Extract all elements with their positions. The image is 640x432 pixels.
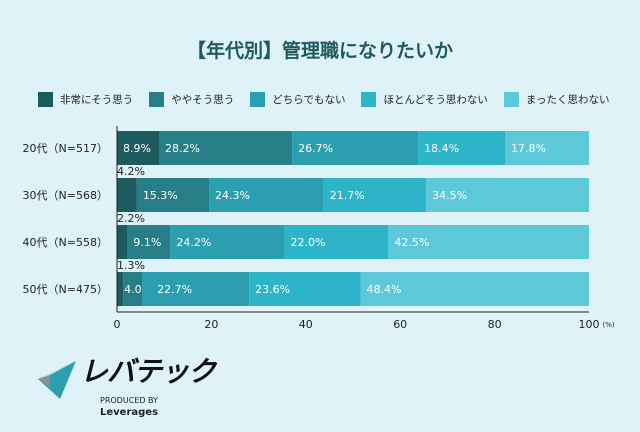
category-label: 30代（N=568） (23, 189, 108, 202)
data-label: 8.9% (123, 142, 151, 155)
data-label: 21.7% (330, 189, 365, 202)
bar-segment (117, 272, 124, 306)
data-label: 26.7% (298, 142, 333, 155)
legend-swatch (361, 92, 377, 107)
bar-segment (388, 225, 589, 259)
data-label: 22.0% (291, 236, 326, 249)
stacked-bar-chart: 20代（N=517） 8.9% 28.2% 26.7% 18.4% 17.8% 30代（N=… (23, 126, 615, 331)
logo-brand: レバテック (80, 355, 216, 388)
legend-item: ほとんどそう思わない (361, 92, 488, 107)
bar-segment (360, 272, 589, 306)
bar-segment (136, 178, 210, 212)
logo-company: Leverages (100, 407, 159, 418)
levtech-logo: レバテック PRODUCED BY Leverages (36, 355, 216, 418)
category-label: 20代（N=517） (23, 142, 108, 155)
data-label: 24.2% (176, 236, 211, 249)
legend-item: どちらでもない (250, 92, 345, 107)
chart-title: 【年代別】管理職になりたいか (186, 40, 453, 62)
bar-segment (292, 131, 419, 165)
bar-segment (249, 272, 361, 306)
data-label: 2.2% (117, 212, 145, 225)
legend-swatch (503, 92, 519, 107)
data-label: 15.3% (143, 189, 178, 202)
bar-segment (504, 131, 589, 165)
bar-segment (142, 272, 250, 306)
x-tick-label: 100 (579, 318, 600, 331)
data-label: 4.2% (117, 165, 145, 178)
data-label: 22.7% (157, 283, 192, 296)
data-label: 34.5% (432, 189, 467, 202)
bar-segment (117, 225, 128, 259)
legend-swatch (149, 92, 165, 107)
bar-segment (117, 131, 160, 165)
data-label: 28.2% (165, 142, 200, 155)
bar-segment (127, 225, 171, 259)
bar-segment (284, 225, 389, 259)
x-unit-label: (%) (603, 321, 615, 329)
legend-label: 非常にそう思う (60, 94, 134, 106)
bar-segment (323, 178, 427, 212)
data-label: 48.4% (367, 283, 402, 296)
legend-item: 非常にそう思う (38, 92, 133, 107)
logo-mark-icon (38, 361, 76, 399)
legend-swatch (38, 92, 53, 107)
data-label: 9.1% (133, 236, 161, 249)
legend-swatch (250, 92, 266, 107)
category-label: 40代（N=558） (23, 236, 108, 249)
x-tick-label: 0 (114, 318, 121, 331)
bar-segment (117, 178, 137, 212)
legend-label: ほとんどそう思わない (383, 94, 488, 106)
bar-segment (159, 131, 293, 165)
legend-label: ややそう思う (171, 94, 235, 106)
bar-segment (209, 178, 324, 212)
data-label: 1.3% (117, 259, 145, 272)
legend-label: まったく思わない (525, 94, 610, 106)
data-label: 23.6% (255, 283, 290, 296)
bar-segment (426, 178, 589, 212)
legend: 非常にそう思う ややそう思う どちらでもない ほとんどそう思わない まったく思わない (38, 92, 609, 107)
legend-item: ややそう思う (149, 92, 234, 107)
x-tick-label: 40 (299, 318, 313, 331)
logo-produced-by: PRODUCED BY (100, 396, 158, 405)
bar-segment (123, 272, 143, 306)
category-label: 50代（N=475） (23, 283, 108, 296)
x-tick-label: 60 (393, 318, 407, 331)
bar-segment (170, 225, 285, 259)
data-label: 24.3% (215, 189, 250, 202)
legend-label: どちらでもない (272, 94, 346, 106)
legend-item: まったく思わない (503, 92, 610, 107)
bar-segment (418, 131, 505, 165)
data-label: 42.5% (394, 236, 429, 249)
x-tick-label: 80 (488, 318, 502, 331)
x-tick-label: 20 (204, 318, 218, 331)
data-label: 18.4% (424, 142, 459, 155)
data-label: 17.8% (511, 142, 546, 155)
